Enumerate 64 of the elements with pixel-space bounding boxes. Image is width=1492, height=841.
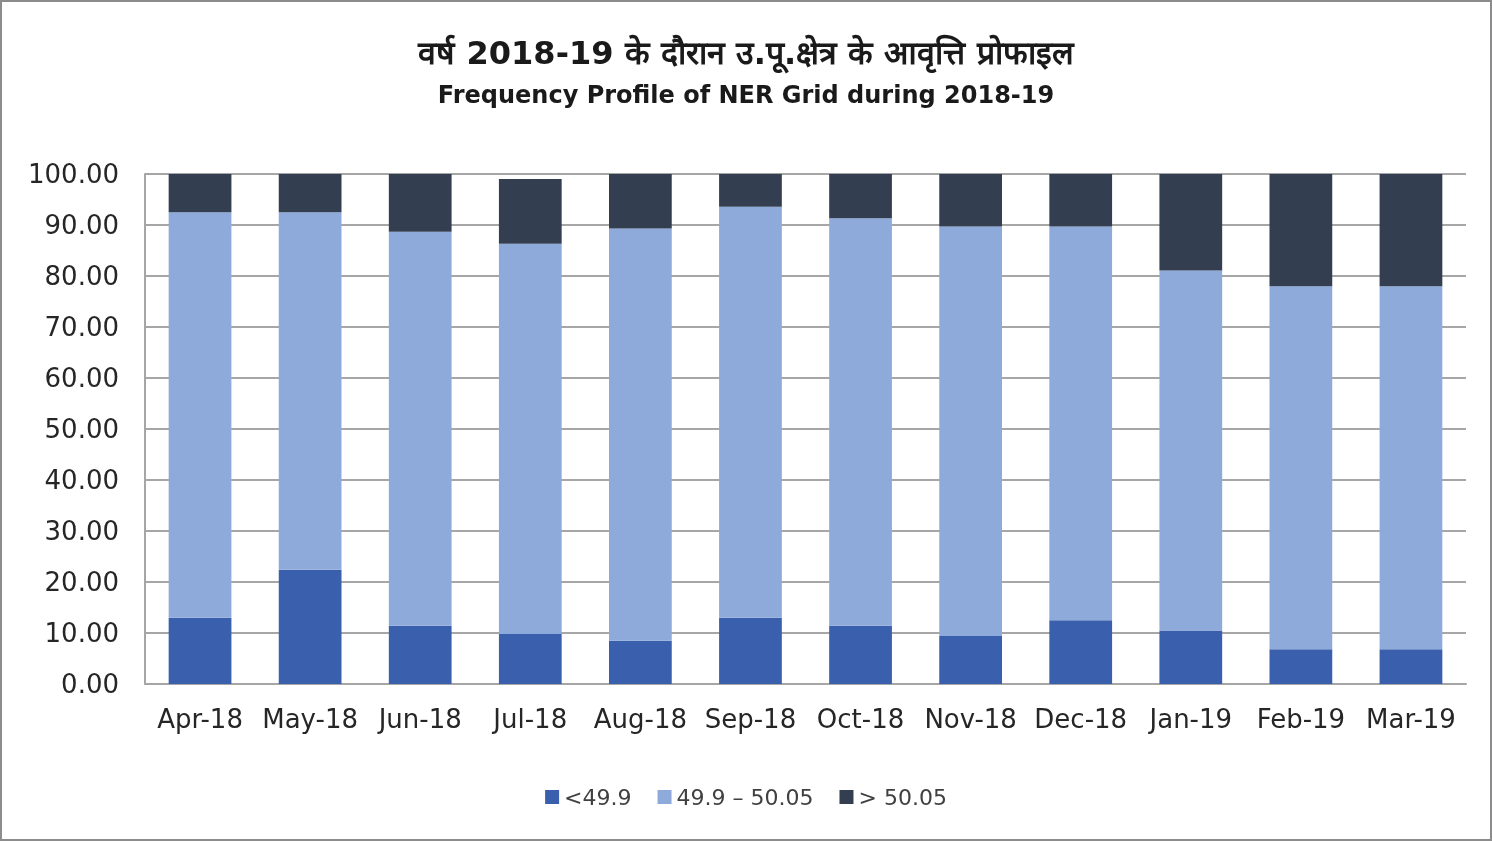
x-tick-label: Dec-18 bbox=[1034, 704, 1128, 734]
bar bbox=[1159, 630, 1223, 684]
y-tick-label: 90.00 bbox=[44, 210, 119, 240]
x-tick-label: Apr-18 bbox=[157, 704, 243, 734]
bar bbox=[719, 617, 782, 684]
x-tick-label: Feb-19 bbox=[1256, 704, 1346, 734]
bar bbox=[1269, 649, 1333, 684]
bar bbox=[168, 212, 232, 618]
x-tick-label: May-18 bbox=[262, 704, 359, 734]
x-tick-label: Aug-18 bbox=[593, 704, 687, 734]
bar bbox=[609, 228, 672, 641]
y-tick-label: 50.00 bbox=[44, 414, 119, 444]
y-tick-label: 0.00 bbox=[61, 669, 119, 699]
bar bbox=[1379, 286, 1443, 650]
bar bbox=[939, 636, 1002, 684]
bar bbox=[278, 212, 342, 570]
bar bbox=[609, 174, 672, 229]
bar bbox=[1379, 649, 1443, 684]
x-tick-label: Oct-18 bbox=[816, 704, 905, 734]
y-tick-label: 100.00 bbox=[28, 159, 119, 189]
x-tick-label: Jun-18 bbox=[376, 704, 462, 734]
bar bbox=[388, 625, 452, 684]
y-tick-label: 70.00 bbox=[44, 312, 119, 342]
bar bbox=[1269, 286, 1333, 650]
legend-label: 49.9 – 50.05 bbox=[676, 784, 814, 810]
bar bbox=[609, 640, 672, 684]
x-tick-label: Jan-19 bbox=[1147, 704, 1233, 734]
bar bbox=[829, 625, 892, 684]
bar bbox=[719, 206, 782, 618]
y-tick-label: 20.00 bbox=[44, 567, 119, 597]
bar bbox=[498, 179, 562, 244]
x-tick-label: Mar-19 bbox=[1366, 704, 1456, 734]
bar bbox=[168, 174, 232, 213]
x-tick-label: Nov-18 bbox=[924, 704, 1017, 734]
chart-title: वर्ष 2018-19 के दौरान उ.पू.क्षेत्र के आवृत्ति प्रोफाइल bbox=[417, 34, 1075, 74]
y-tick-label: 10.00 bbox=[44, 618, 119, 648]
legend-label: <49.9 bbox=[564, 784, 632, 810]
bar bbox=[498, 634, 562, 684]
chart-subtitle: Frequency Profile of NER Grid during 2018-19 bbox=[437, 81, 1055, 109]
y-tick-label: 30.00 bbox=[44, 516, 119, 546]
bar bbox=[939, 226, 1002, 637]
bar bbox=[498, 243, 562, 635]
x-tick-label: Sep-18 bbox=[704, 704, 797, 734]
legend-label: > 50.05 bbox=[858, 784, 947, 810]
y-tick-label: 80.00 bbox=[44, 261, 119, 291]
bar bbox=[1049, 226, 1113, 621]
y-tick-label: 60.00 bbox=[44, 363, 119, 393]
bar bbox=[1049, 174, 1113, 227]
bar bbox=[1159, 174, 1223, 271]
x-tick-label: Jul-18 bbox=[491, 704, 568, 734]
bar bbox=[829, 174, 892, 219]
bar bbox=[1049, 620, 1113, 684]
y-tick-label: 40.00 bbox=[44, 465, 119, 495]
bar bbox=[1269, 174, 1333, 287]
bar bbox=[719, 174, 782, 207]
bar bbox=[1159, 270, 1223, 631]
bar bbox=[829, 218, 892, 626]
bar bbox=[168, 617, 232, 684]
bar bbox=[388, 231, 452, 626]
bar bbox=[278, 174, 342, 213]
bar bbox=[1379, 174, 1443, 287]
bar bbox=[939, 174, 1002, 227]
bar bbox=[278, 569, 342, 684]
bar bbox=[388, 174, 452, 232]
